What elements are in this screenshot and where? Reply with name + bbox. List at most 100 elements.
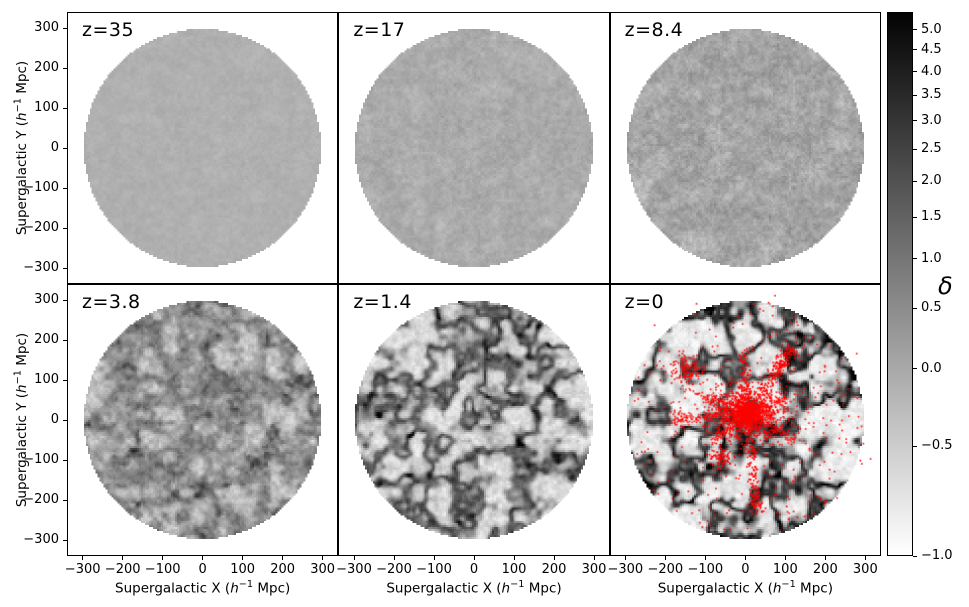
colorbar-tick-label: 2.0 xyxy=(921,173,942,189)
colorbar-tick-label: 4.5 xyxy=(921,41,942,57)
colorbar-gradient xyxy=(888,13,912,555)
x-tick-label: −300 xyxy=(64,562,101,577)
panel-z-35: z=35 xyxy=(67,12,339,284)
y-tick-label: 0 xyxy=(50,140,59,155)
panel-z-3-8: z=3.8 xyxy=(67,284,339,556)
x-tick-label: 300 xyxy=(581,562,607,577)
colorbar-tick-mark xyxy=(913,29,917,31)
colorbar xyxy=(887,12,913,556)
x-tick-mark xyxy=(664,556,666,560)
y-axis-title: Supergalactic Y (h−1 Mpc) xyxy=(12,332,30,508)
redshift-label: z=35 xyxy=(82,19,135,41)
y-tick-label: −300 xyxy=(23,260,59,275)
colorbar-tick-mark xyxy=(913,94,917,96)
y-tick-mark xyxy=(63,459,67,461)
colorbar-tick-label: 1.0 xyxy=(921,250,942,266)
colorbar-tick-mark xyxy=(913,180,917,182)
x-tick-label: −100 xyxy=(687,562,724,577)
colorbar-tick-mark xyxy=(913,258,917,260)
x-tick-mark xyxy=(593,556,595,560)
x-tick-label: 300 xyxy=(310,562,336,577)
colorbar-tick-mark xyxy=(913,307,917,309)
y-tick-mark xyxy=(63,107,67,109)
y-tick-mark xyxy=(63,339,67,341)
y-tick-label: 100 xyxy=(34,372,59,387)
x-tick-mark xyxy=(704,556,706,560)
redshift-label: z=3.8 xyxy=(82,291,141,313)
x-tick-label: 200 xyxy=(812,562,838,577)
x-tick-mark xyxy=(473,556,475,560)
y-tick-label: −100 xyxy=(23,452,59,467)
y-tick-label: 100 xyxy=(34,100,59,115)
colorbar-tick-label: 3.0 xyxy=(921,112,942,128)
x-axis-title: Supergalactic X (h−1 Mpc) xyxy=(115,579,291,597)
y-tick-label: −200 xyxy=(23,220,59,235)
colorbar-tick-mark xyxy=(913,555,917,557)
panel-z-0: z=0 xyxy=(609,284,881,556)
density-field-canvas xyxy=(68,285,338,555)
density-field-canvas xyxy=(339,285,609,555)
y-tick-mark xyxy=(63,227,67,229)
x-tick-mark xyxy=(553,556,555,560)
colorbar-tick-label: −1.0 xyxy=(921,548,953,563)
x-tick-label: −200 xyxy=(104,562,141,577)
x-tick-mark xyxy=(864,556,866,560)
x-tick-label: −200 xyxy=(376,562,412,577)
colorbar-tick-mark xyxy=(913,368,917,370)
colorbar-tick-label: 5.0 xyxy=(921,21,942,37)
x-tick-mark xyxy=(624,556,626,560)
x-tick-label: −300 xyxy=(336,562,372,577)
y-tick-mark xyxy=(63,187,67,189)
colorbar-tick-mark xyxy=(913,445,917,447)
x-tick-label: 0 xyxy=(469,562,479,577)
x-tick-mark xyxy=(393,556,395,560)
y-tick-mark xyxy=(63,499,67,501)
y-tick-mark xyxy=(63,539,67,541)
x-tick-label: 200 xyxy=(270,562,296,577)
x-tick-label: 0 xyxy=(741,562,750,577)
y-tick-mark xyxy=(63,379,67,381)
y-tick-label: 0 xyxy=(50,412,59,427)
redshift-label: z=0 xyxy=(624,291,665,313)
y-tick-mark xyxy=(63,299,67,301)
x-tick-label: 100 xyxy=(772,562,798,577)
x-tick-mark xyxy=(433,556,435,560)
colorbar-tick-label: 0.0 xyxy=(921,360,942,376)
x-tick-mark xyxy=(122,556,124,560)
density-field-canvas xyxy=(339,13,609,283)
x-tick-mark xyxy=(322,556,324,560)
y-tick-mark xyxy=(63,27,67,29)
redshift-label: z=17 xyxy=(353,19,406,41)
y-axis-title: Supergalactic Y (h−1 Mpc) xyxy=(12,60,30,236)
panel-z-17: z=17 xyxy=(338,12,610,284)
colorbar-tick-label: 1.5 xyxy=(921,209,942,225)
x-tick-mark xyxy=(242,556,244,560)
x-axis-title: Supergalactic X (h−1 Mpc) xyxy=(386,579,562,597)
x-tick-mark xyxy=(784,556,786,560)
x-tick-label: −200 xyxy=(647,562,684,577)
colorbar-tick-mark xyxy=(913,71,917,73)
x-tick-mark xyxy=(82,556,84,560)
colorbar-tick-label: 3.5 xyxy=(921,87,942,103)
x-axis-title: Supergalactic X (h−1 Mpc) xyxy=(657,579,833,597)
colorbar-tick-label: 2.5 xyxy=(921,141,942,157)
x-tick-label: 100 xyxy=(501,562,527,577)
y-tick-label: −200 xyxy=(23,492,59,507)
colorbar-tick-label: 0.5 xyxy=(921,300,942,316)
x-tick-mark xyxy=(202,556,204,560)
y-tick-label: 200 xyxy=(34,60,59,75)
x-tick-mark xyxy=(824,556,826,560)
y-tick-mark xyxy=(63,147,67,149)
y-tick-mark xyxy=(63,267,67,269)
x-tick-label: 100 xyxy=(230,562,256,577)
x-tick-label: 300 xyxy=(852,562,878,577)
galaxy-points-canvas xyxy=(610,285,880,555)
x-tick-label: −100 xyxy=(144,562,181,577)
x-tick-label: −100 xyxy=(416,562,452,577)
x-tick-label: −300 xyxy=(607,562,644,577)
colorbar-tick-label: −0.5 xyxy=(921,438,953,454)
x-tick-mark xyxy=(744,556,746,560)
y-tick-mark xyxy=(63,419,67,421)
x-tick-mark xyxy=(513,556,515,560)
